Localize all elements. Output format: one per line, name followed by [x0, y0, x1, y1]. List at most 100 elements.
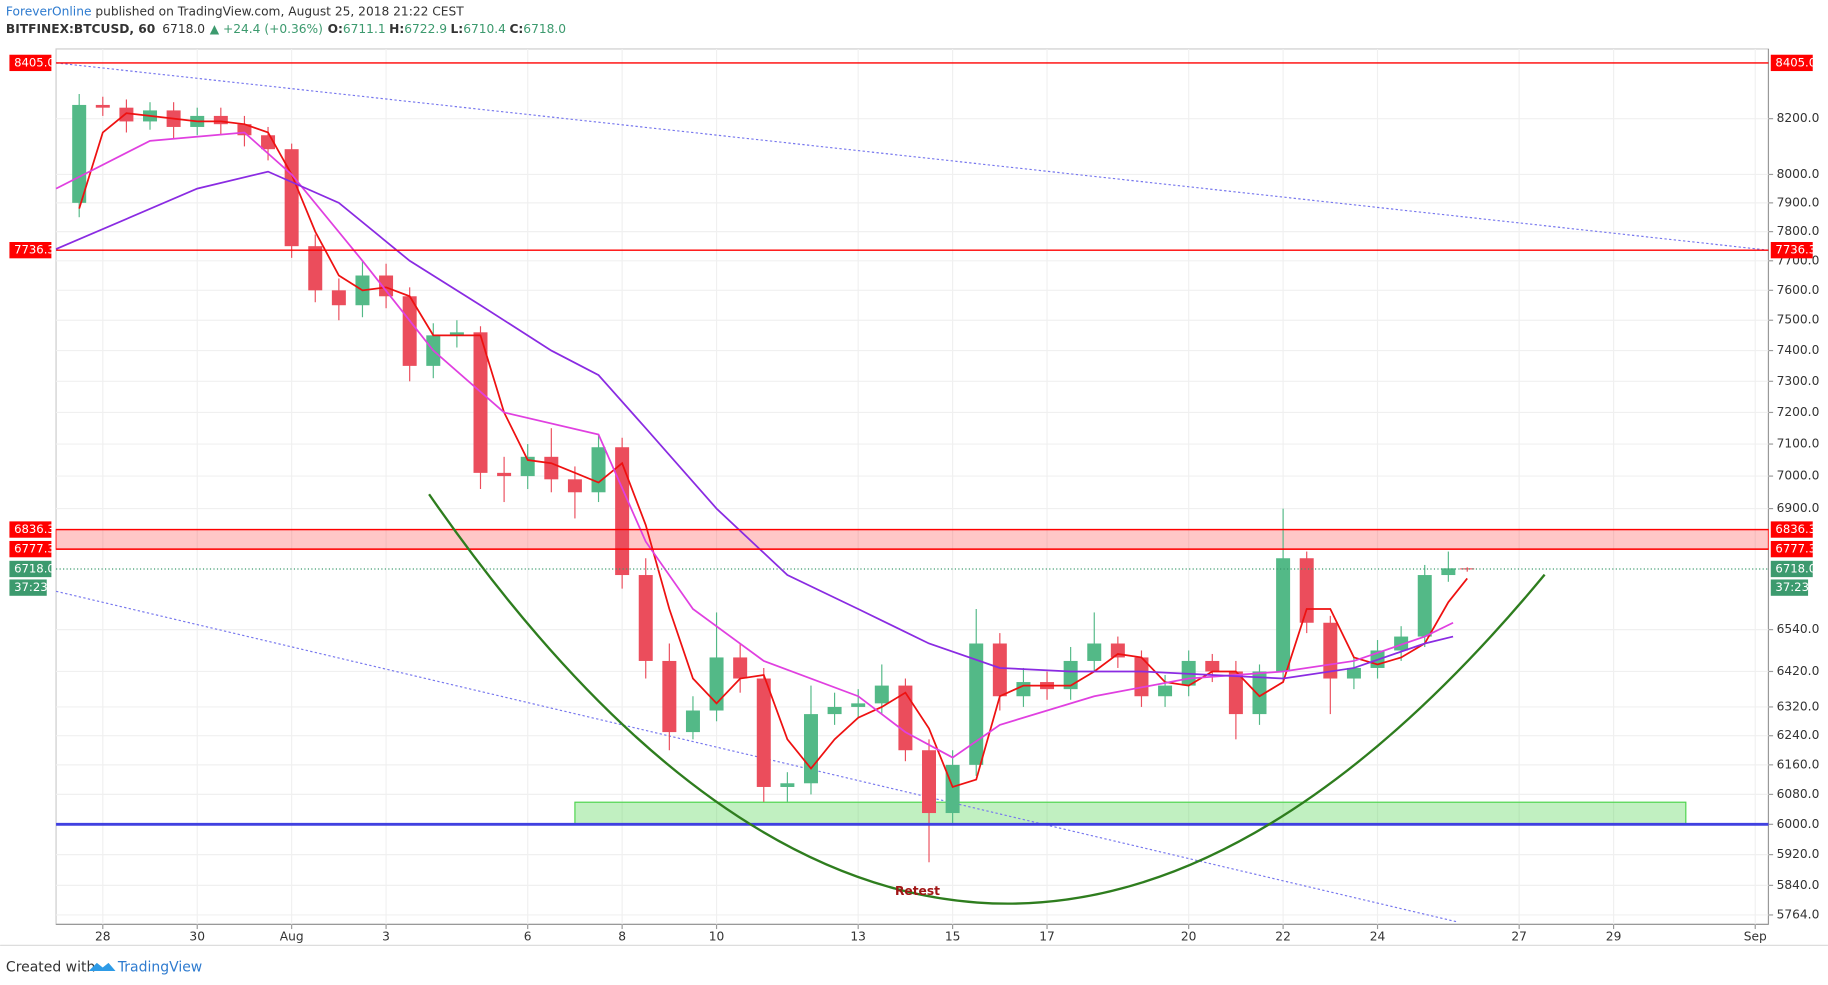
h-label: H: — [389, 22, 404, 36]
candle-body — [95, 104, 110, 108]
y-tick-label: 6240.0 — [1777, 728, 1820, 742]
y-tick-label: 6540.0 — [1777, 622, 1820, 636]
candle-body — [638, 575, 653, 661]
candle-body — [1205, 660, 1220, 672]
y-tick-label: 8000.0 — [1777, 167, 1820, 181]
candle-body — [1276, 558, 1291, 672]
candle-body — [1016, 682, 1031, 697]
y-tick-label: 5840.0 — [1777, 878, 1820, 892]
support-box — [574, 801, 1687, 825]
candle-body — [284, 149, 299, 247]
y-tick-label: 8200.0 — [1777, 111, 1820, 125]
candle-body — [1228, 671, 1243, 715]
y-tick-label: 7800.0 — [1777, 224, 1820, 238]
current-price-label: 6718.0 — [1775, 561, 1816, 575]
x-tick-label: 27 — [1511, 930, 1527, 944]
level-label: 6836.3 — [14, 522, 55, 536]
level-label: 8405.0 — [14, 55, 55, 69]
candle-body — [379, 275, 394, 297]
level-badge — [1770, 540, 1813, 558]
x-tick-label: 20 — [1181, 930, 1197, 944]
x-tick-label: Aug — [280, 930, 304, 944]
level-badge — [9, 521, 52, 538]
candle-body — [1063, 660, 1078, 690]
current-price-label: 6718.0 — [14, 561, 55, 575]
y-tick-label: 6320.0 — [1777, 699, 1820, 713]
candle-body — [685, 710, 700, 733]
y-tick-label: 6900.0 — [1777, 501, 1820, 515]
candle-body — [1299, 558, 1314, 623]
header-line-2: BITFINEX:BTCUSD, 60 6718.0 ▲ +24.4 (+0.36%… — [6, 22, 566, 36]
published: published on TradingView.com, August 25,… — [91, 4, 464, 18]
y-tick-label: 6080.0 — [1777, 787, 1820, 801]
level-badge — [1770, 242, 1813, 259]
y-tick-label: 7500.0 — [1777, 313, 1820, 327]
level-label: 6777.3 — [1775, 542, 1816, 556]
symbol: BITFINEX:BTCUSD, 60 — [6, 22, 155, 36]
level-label: 7736.3 — [1775, 243, 1816, 257]
candle-body — [544, 456, 559, 480]
candle-body — [803, 714, 818, 784]
candle-body — [1087, 643, 1102, 661]
candle-body — [709, 657, 724, 711]
x-tick-label: 6 — [524, 930, 532, 944]
candle-body — [1460, 568, 1475, 570]
x-tick-label: Sep — [1744, 930, 1767, 944]
candle-body — [591, 447, 606, 493]
candle-body — [119, 107, 134, 122]
y-tick-label: 6420.0 — [1777, 664, 1820, 678]
annotation: Retest — [895, 884, 940, 898]
y-tick-label: 7400.0 — [1777, 343, 1820, 357]
x-tick-label: 28 — [95, 930, 111, 944]
candle-body — [662, 660, 677, 733]
candle-body — [497, 472, 512, 477]
candle-body — [874, 685, 889, 704]
y-tick-label: 6000.0 — [1777, 817, 1820, 831]
level-badge — [1770, 521, 1813, 538]
level-badge — [9, 540, 52, 558]
plot-frame — [55, 48, 1770, 925]
h: 6722.9 — [404, 22, 447, 36]
footer-brand[interactable]: TradingView — [117, 960, 202, 976]
c-label: C: — [509, 22, 523, 36]
level-label: 6777.3 — [14, 542, 55, 556]
candle-body — [851, 703, 866, 707]
level-badge — [9, 54, 52, 72]
candle-body — [402, 296, 417, 366]
x-tick-label: 17 — [1039, 930, 1055, 944]
header-line-1: ForeverOnline published on TradingView.c… — [6, 4, 464, 18]
countdown-badge — [9, 579, 47, 596]
l: 6710.4 — [463, 22, 506, 36]
moving-average — [55, 170, 1454, 680]
level-badge — [9, 242, 52, 259]
candle-body — [827, 706, 842, 715]
level-label: 7736.3 — [14, 243, 55, 257]
candle-body — [992, 643, 1007, 697]
candle-body — [756, 678, 771, 787]
level-label: 8405.0 — [1775, 55, 1816, 69]
candle-body — [72, 104, 87, 203]
y-tick-label: 7300.0 — [1777, 374, 1820, 388]
candle-body — [213, 115, 228, 125]
candle-body — [1394, 636, 1409, 651]
y-tick-label: 5764.0 — [1777, 907, 1820, 921]
candle-body — [780, 783, 795, 787]
current-price-badge — [1770, 560, 1813, 578]
candle-body — [331, 290, 346, 306]
x-tick-label: 3 — [382, 930, 390, 944]
x-tick-label: 29 — [1606, 930, 1622, 944]
x-tick-label: 10 — [709, 930, 725, 944]
c: 6718.0 — [523, 22, 566, 36]
candle-body — [922, 750, 937, 814]
moving-average — [55, 131, 1454, 759]
level-label: 6836.3 — [1775, 522, 1816, 536]
candle-body — [1441, 568, 1456, 576]
y-tick-label: 7000.0 — [1777, 469, 1820, 483]
candle-body — [1346, 667, 1361, 679]
x-tick-label: 30 — [189, 930, 205, 944]
change: ▲ +24.4 (+0.36%) — [210, 22, 323, 36]
candle-body — [473, 332, 488, 473]
o-label: O: — [328, 22, 343, 36]
x-tick-label: 22 — [1275, 930, 1291, 944]
